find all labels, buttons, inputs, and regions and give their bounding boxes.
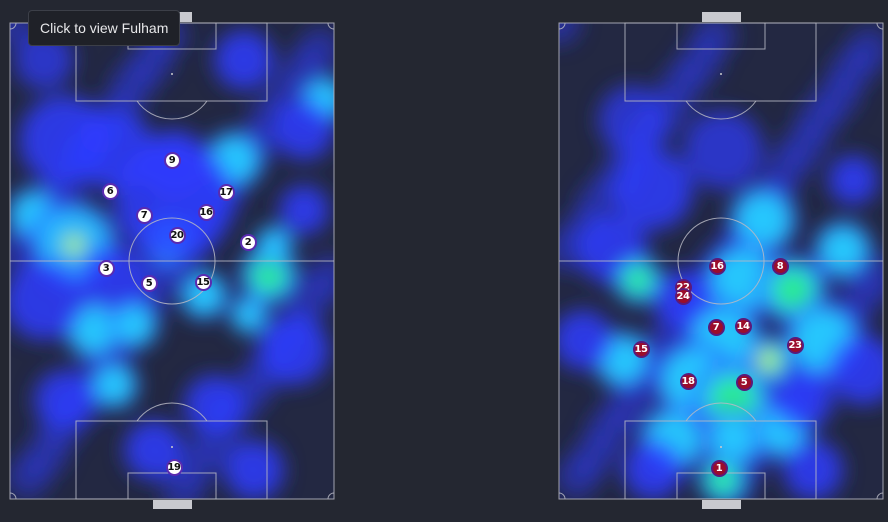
heat-blob — [24, 433, 68, 477]
heat-blob — [129, 40, 173, 84]
player-marker[interactable]: 2 — [239, 233, 257, 251]
heat-blob — [623, 440, 683, 499]
player-marker[interactable]: 16 — [197, 203, 215, 221]
heat-blob — [258, 229, 290, 261]
heat-blob — [274, 100, 334, 160]
away-heatmap-pitch[interactable]: 168222471415231851 — [553, 0, 888, 522]
heat-blob — [783, 440, 843, 499]
view-team-tooltip: Click to view Fulham — [28, 10, 181, 46]
player-marker[interactable]: 14 — [734, 317, 752, 335]
player-marker[interactable]: 8 — [771, 257, 789, 275]
heat-blob — [678, 40, 722, 84]
heat-blob — [10, 260, 84, 340]
heat-blob — [605, 385, 649, 429]
heat-blob — [773, 370, 833, 430]
heat-blob — [252, 258, 286, 292]
player-marker[interactable]: 5 — [140, 274, 158, 292]
heat-blob — [94, 365, 134, 405]
player-marker[interactable]: 19 — [165, 458, 183, 476]
player-marker[interactable]: 9 — [163, 151, 181, 169]
heat-blob — [773, 270, 813, 310]
heat-blob — [783, 123, 827, 167]
player-marker[interactable]: 16 — [708, 257, 726, 275]
player-marker[interactable]: 3 — [97, 259, 115, 277]
heat-blob — [224, 440, 284, 499]
heat-blob — [683, 110, 763, 190]
heat-blob — [307, 254, 334, 298]
player-marker[interactable]: 15 — [632, 340, 650, 358]
heat-blob — [298, 27, 334, 71]
goal-bottom — [153, 500, 192, 509]
heat-blob — [709, 416, 757, 464]
player-marker[interactable]: 15 — [194, 273, 212, 291]
player-marker[interactable]: 7 — [135, 206, 153, 224]
player-marker[interactable]: 17 — [217, 183, 235, 201]
player-marker[interactable]: 1 — [710, 459, 728, 477]
heat-blob — [66, 237, 82, 253]
heat-blob — [259, 315, 329, 385]
heat-blob — [828, 155, 878, 205]
heat-blob — [559, 23, 581, 45]
heat-blob — [847, 27, 883, 71]
goal-bottom — [702, 500, 741, 509]
heat-blob — [114, 140, 234, 260]
player-marker[interactable]: 24 — [674, 287, 692, 305]
heat-blob — [819, 226, 867, 274]
player-marker[interactable]: 6 — [101, 182, 119, 200]
player-marker[interactable]: 20 — [168, 226, 186, 244]
heat-blob — [735, 192, 791, 248]
heat-blob — [624, 266, 652, 294]
heat-blob — [828, 335, 883, 405]
heat-blob — [598, 85, 668, 155]
player-marker[interactable]: 18 — [679, 372, 697, 390]
pitch-svg — [9, 12, 335, 509]
heat-blob — [161, 468, 205, 499]
player-marker[interactable]: 23 — [786, 336, 804, 354]
heat-blob — [559, 310, 613, 370]
home-heatmap-pitch[interactable]: 9 6 17 7 16 20 2 3 5 15 19 — [4, 0, 344, 522]
heat-blob — [214, 30, 274, 90]
heat-blob — [184, 375, 244, 435]
heat-blob — [613, 150, 693, 230]
heat-blob — [815, 75, 859, 119]
heat-blob — [184, 275, 224, 315]
heat-blob — [79, 245, 149, 315]
heat-blob — [34, 370, 94, 430]
heat-blob — [70, 306, 118, 354]
goal-top — [702, 12, 741, 22]
player-marker[interactable]: 7 — [707, 318, 725, 336]
heat-blob — [114, 305, 154, 345]
heat-blob — [233, 299, 265, 331]
player-marker[interactable]: 5 — [735, 373, 753, 391]
heat-blob — [10, 23, 32, 45]
heat-blob — [573, 433, 617, 477]
heat-blob — [279, 185, 329, 235]
heat-blob — [759, 351, 777, 369]
